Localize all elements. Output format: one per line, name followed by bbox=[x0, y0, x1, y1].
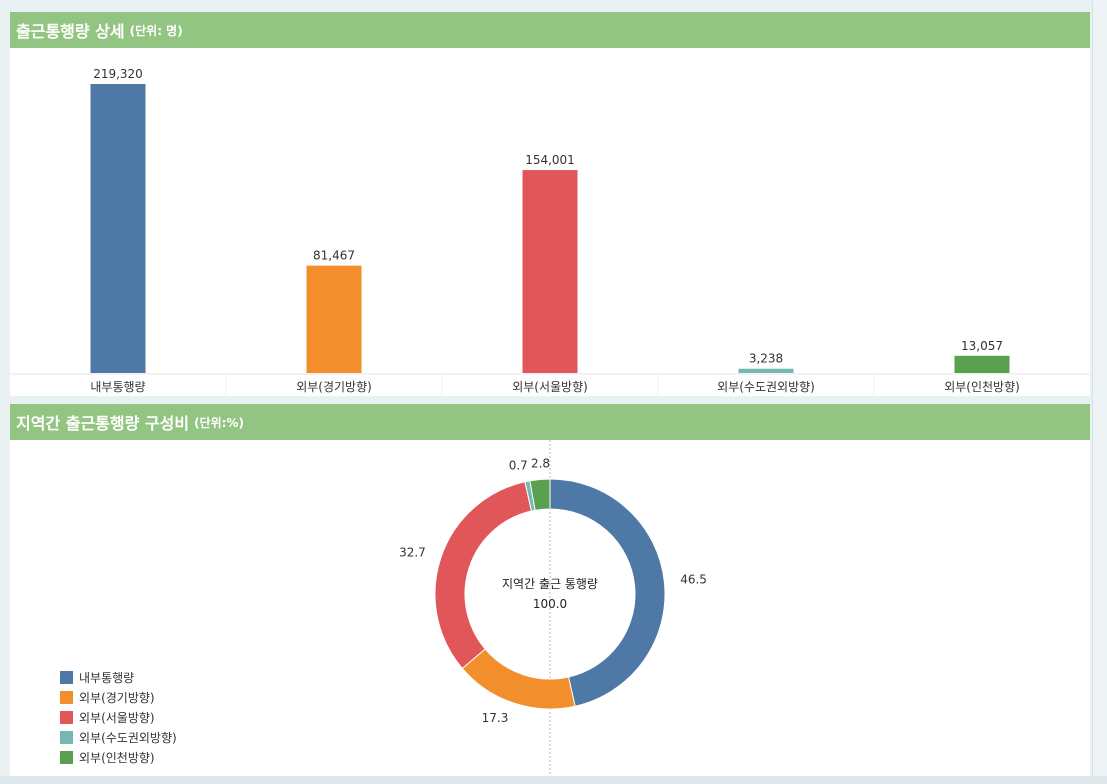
bar-3[interactable] bbox=[522, 170, 578, 373]
composition-header: 지역간 출근통행량 구성비 (단위:%) bbox=[10, 404, 1090, 440]
legend-label-4: 외부(수도권외방향) bbox=[79, 730, 177, 745]
x-tick-label-2: 외부(경기방향) bbox=[296, 380, 372, 394]
commute-detail-panel: 출근통행량 상세 (단위: 명) 219,320 내부통행량 81,467 외부(경기… bbox=[10, 12, 1090, 396]
bar-5[interactable] bbox=[954, 355, 1010, 373]
donut-slice-2[interactable] bbox=[461, 648, 576, 710]
scrollbar-track[interactable] bbox=[1092, 0, 1107, 784]
donut-center-label: 지역간 출근 통행량 bbox=[502, 576, 598, 591]
donut-center-value: 100.0 bbox=[533, 597, 567, 611]
bar-chart: 219,320 내부통행량 81,467 외부(경기방향) 154,001 외부(서울방향… bbox=[10, 67, 1090, 396]
bar-value-label-1: 219,320 bbox=[93, 67, 143, 81]
commute-detail-unit: (단위: 명) bbox=[129, 23, 183, 38]
x-tick-label-4: 외부(수도권외방향) bbox=[717, 380, 815, 394]
legend-swatch-3 bbox=[60, 710, 73, 724]
legend-label-3: 외부(서울방향) bbox=[79, 710, 155, 725]
legend-swatch-5 bbox=[60, 750, 73, 764]
bar-value-label-2: 81,467 bbox=[313, 249, 355, 263]
commute-detail-title: 출근통행량 상세 bbox=[16, 22, 125, 41]
donut-chart: 46.5 17.3 32.7 0.7 2.8 지역간 출근 통행량 100.0 bbox=[399, 440, 707, 776]
composition-unit: (단위:%) bbox=[194, 415, 244, 430]
commute-detail-header: 출근통행량 상세 (단위: 명) bbox=[10, 12, 1090, 48]
x-tick-label-3: 외부(서울방향) bbox=[512, 380, 588, 394]
slice-value-label-1: 46.5 bbox=[680, 573, 707, 587]
legend-label-5: 외부(인천방향) bbox=[79, 750, 155, 765]
composition-title: 지역간 출근통행량 구성비 bbox=[16, 414, 190, 433]
donut-slice-1[interactable] bbox=[549, 478, 666, 707]
legend-swatch-2 bbox=[60, 690, 73, 704]
slice-value-label-3: 32.7 bbox=[399, 545, 426, 559]
legend-item-5[interactable]: 외부(인천방향) bbox=[60, 747, 177, 767]
legend-swatch-1 bbox=[60, 670, 73, 684]
bar-2[interactable] bbox=[306, 265, 362, 373]
legend-label-2: 외부(경기방향) bbox=[79, 690, 155, 705]
bar-value-label-3: 154,001 bbox=[525, 153, 575, 167]
legend-item-2[interactable]: 외부(경기방향) bbox=[60, 687, 177, 707]
bar-1[interactable] bbox=[90, 84, 146, 373]
donut-slice-3[interactable] bbox=[434, 481, 533, 670]
legend-item-3[interactable]: 외부(서울방향) bbox=[60, 707, 177, 727]
x-tick-label-5: 외부(인천방향) bbox=[944, 379, 1020, 394]
slice-value-label-5: 2.8 bbox=[531, 457, 550, 471]
donut-slice-5[interactable] bbox=[529, 478, 551, 511]
bar-value-label-4: 3,238 bbox=[749, 352, 783, 366]
legend-item-4[interactable]: 외부(수도권외방향) bbox=[60, 727, 177, 747]
slice-value-label-4: 0.7 bbox=[509, 459, 528, 473]
slice-value-label-2: 17.3 bbox=[482, 711, 509, 725]
legend-swatch-4 bbox=[60, 730, 73, 744]
bar-4[interactable] bbox=[738, 368, 794, 373]
legend-label-1: 내부통행량 bbox=[79, 670, 135, 685]
legend-item-1[interactable]: 내부통행량 bbox=[60, 667, 177, 687]
x-tick-label-1: 내부통행량 bbox=[90, 379, 145, 394]
composition-panel: 지역간 출근통행량 구성비 (단위:%) 46.5 17.3 32.7 0.7 2.8 지… bbox=[10, 404, 1090, 776]
bar-value-label-5: 13,057 bbox=[961, 339, 1003, 353]
footer-bar bbox=[0, 776, 1107, 784]
